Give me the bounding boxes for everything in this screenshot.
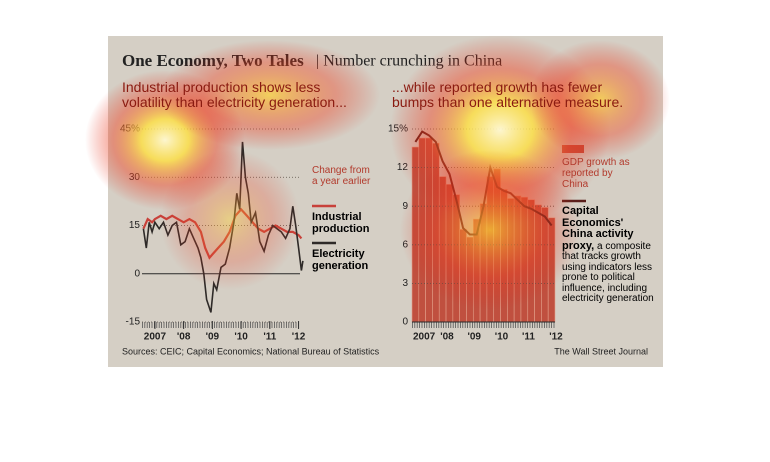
- x-tick-label: '09: [467, 332, 481, 343]
- sources: Sources: CEIC; Capital Economics; Nation…: [122, 346, 380, 356]
- chart-title: ...while reported growth has fewer bumps…: [392, 79, 624, 111]
- subtitle: | Number crunching in China: [316, 53, 502, 70]
- bar: [411, 146, 420, 323]
- x-tick-label: 2007: [144, 332, 167, 343]
- chart-title: Industrial production shows less volatil…: [122, 79, 347, 111]
- x-tick-label: '09: [206, 332, 220, 343]
- y-tick-label: 15: [129, 220, 141, 231]
- bar: [513, 195, 522, 323]
- bar: [418, 137, 426, 323]
- credit: The Wall Street Journal: [554, 346, 648, 356]
- bar: [493, 168, 501, 323]
- bar: [479, 203, 488, 323]
- y-tick-label: 0: [134, 268, 140, 279]
- legend-label: Capital Economics' China activity proxy,: [562, 205, 634, 252]
- title: One Economy, Two Tales: [122, 51, 304, 70]
- x-tick-label: '08: [440, 332, 454, 343]
- bar: [466, 236, 474, 323]
- y-tick-label: 6: [402, 239, 408, 250]
- x-tick-label: '12: [549, 332, 563, 343]
- bar: [445, 184, 454, 323]
- bar: [425, 137, 433, 323]
- legend-title: Change from a year earlier: [312, 165, 371, 187]
- bar: [534, 204, 542, 323]
- bar: [547, 217, 556, 323]
- bar: [527, 199, 535, 323]
- x-tick-label: '08: [177, 332, 191, 343]
- bar: [507, 198, 515, 323]
- x-tick-label: 2007: [413, 332, 436, 343]
- legend-label: GDP growth as reported by China: [562, 157, 630, 190]
- legend-label: Industrial production: [312, 211, 370, 236]
- bar: [486, 176, 495, 323]
- legend-note: a composite that tracks growth using ind…: [562, 240, 654, 305]
- y-tick-label: 3: [402, 278, 408, 289]
- bar: [500, 189, 508, 323]
- x-tick-label: '10: [495, 332, 509, 343]
- bar: [541, 207, 549, 323]
- bar: [459, 229, 467, 323]
- x-tick-label: '10: [234, 332, 248, 343]
- y-tick-label: 9: [402, 201, 408, 212]
- x-tick-label: '11: [263, 332, 276, 343]
- bar: [520, 196, 529, 323]
- y-tick-label: 30: [129, 172, 141, 183]
- x-tick-label: '12: [292, 332, 306, 343]
- y-tick-label: 15%: [388, 124, 408, 135]
- bar: [438, 176, 447, 323]
- y-tick-label: 12: [397, 162, 409, 173]
- y-tick-label: -15: [126, 317, 141, 328]
- legend-swatch: [562, 145, 584, 153]
- y-tick-label: 0: [402, 317, 408, 328]
- bar: [432, 142, 440, 323]
- x-tick-label: '11: [522, 332, 535, 343]
- legend-label: Electricity generation: [312, 248, 369, 273]
- y-tick-label: 45%: [120, 124, 140, 135]
